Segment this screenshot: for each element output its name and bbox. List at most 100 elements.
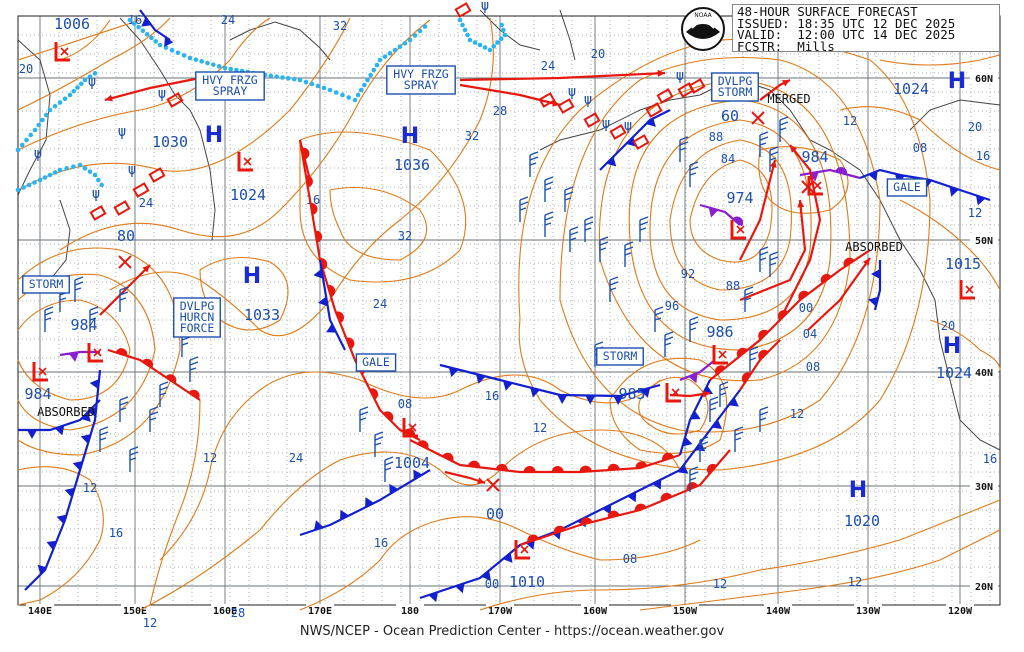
spray-box bbox=[538, 92, 556, 108]
spray-box bbox=[132, 182, 150, 198]
lat-label: 40N bbox=[975, 368, 993, 379]
lon-label-bg bbox=[854, 604, 882, 616]
high-pressure-value: 1020 bbox=[844, 512, 880, 530]
front-symbol bbox=[758, 349, 769, 361]
low-pressure-value: 984 bbox=[801, 148, 828, 166]
isobar-line bbox=[929, 319, 1001, 371]
lon-label-bg bbox=[121, 604, 149, 616]
front-symbol bbox=[798, 290, 810, 301]
front-symbol bbox=[413, 469, 423, 480]
isobar-line bbox=[638, 376, 709, 435]
low-pressure-value: 1010 bbox=[509, 573, 545, 591]
front-symbol bbox=[678, 464, 689, 474]
front-symbol bbox=[164, 36, 174, 47]
ice-dot bbox=[92, 172, 98, 178]
isobar-line bbox=[17, 466, 104, 606]
wind-barb bbox=[584, 216, 594, 242]
isobar-label: 00 bbox=[485, 577, 499, 591]
wind-barb bbox=[519, 196, 529, 222]
warning-hvy-frzg-spray-2 bbox=[386, 65, 456, 95]
ice-accretion-icon: ψ bbox=[128, 162, 136, 178]
lon-label: 170E bbox=[308, 606, 332, 617]
spray-box bbox=[656, 88, 674, 104]
isobar-label: 16 bbox=[485, 389, 499, 403]
isobar-label: 16 bbox=[976, 149, 990, 163]
front-symbol bbox=[455, 583, 465, 594]
front-symbol bbox=[346, 337, 355, 350]
ice-dot bbox=[303, 79, 309, 85]
isobar-line bbox=[17, 299, 131, 401]
ice-dot bbox=[96, 177, 101, 183]
wind-barb bbox=[159, 381, 169, 407]
warning-text: DVLPG bbox=[718, 74, 753, 88]
lon-label-bg bbox=[306, 604, 334, 616]
isobar-line bbox=[329, 187, 428, 261]
front-symbol bbox=[89, 378, 100, 389]
wind-barb bbox=[119, 396, 129, 422]
arrow-974 bbox=[739, 159, 777, 261]
isobar-label: 24 bbox=[221, 13, 235, 27]
wind-barb bbox=[74, 276, 84, 302]
isobar-line bbox=[899, 199, 1001, 291]
warning-hvy-frzg-spray-1 bbox=[195, 71, 265, 101]
lon-label: 130W bbox=[856, 606, 881, 617]
warning-text: SPRAY bbox=[404, 78, 439, 92]
warning-text: STORM bbox=[718, 85, 753, 99]
isobar-label: 12 bbox=[848, 575, 862, 589]
isobar-label: 24 bbox=[139, 196, 153, 210]
isobar-label: 88 bbox=[726, 279, 740, 293]
ice-dot bbox=[15, 147, 21, 153]
arrow-absorbed bbox=[807, 257, 871, 331]
ice-dot bbox=[268, 73, 274, 79]
isobar-label: 92 bbox=[681, 267, 695, 281]
front-symbol bbox=[335, 311, 345, 324]
ice-dot bbox=[67, 92, 73, 98]
warning-text: GALE bbox=[362, 355, 390, 369]
front-symbol bbox=[27, 430, 37, 439]
ice-accretion-icon: ψ bbox=[118, 124, 126, 140]
isobar-label: 04 bbox=[803, 327, 817, 341]
front-symbol bbox=[115, 348, 128, 356]
front-symbol bbox=[365, 497, 375, 508]
front-symbol bbox=[327, 284, 336, 297]
wind-barb bbox=[44, 306, 54, 332]
wind-barbs bbox=[44, 116, 789, 492]
front-symbol bbox=[54, 425, 65, 436]
spray-box bbox=[688, 78, 706, 94]
front-symbol bbox=[468, 460, 481, 468]
front-symbol bbox=[640, 387, 651, 398]
ice-dot bbox=[24, 137, 29, 143]
arrow-head bbox=[790, 145, 798, 153]
wind-barb bbox=[699, 436, 709, 462]
warning-gale-e bbox=[886, 178, 928, 197]
front-symbol bbox=[652, 479, 662, 490]
low-pressure-value: 984 bbox=[24, 385, 51, 403]
front-symbol bbox=[68, 352, 79, 362]
ice-dot bbox=[371, 67, 377, 73]
ice-dot bbox=[274, 74, 279, 79]
ice-dot bbox=[82, 166, 88, 171]
ice-dot bbox=[99, 182, 104, 188]
isobar-label: 32 bbox=[398, 229, 412, 243]
ice-dot bbox=[465, 32, 470, 38]
ice-dot bbox=[43, 112, 49, 118]
ice-dot bbox=[477, 42, 483, 48]
front-symbol bbox=[340, 509, 349, 520]
lon-label: 160W bbox=[583, 606, 608, 617]
high-center-h1033: H bbox=[243, 264, 261, 289]
front-symbol bbox=[975, 195, 986, 206]
front-symbol bbox=[711, 419, 723, 429]
ice-dot bbox=[365, 77, 370, 83]
high-center-h1030: H bbox=[205, 123, 223, 148]
isobar-line bbox=[17, 19, 141, 61]
major-grid bbox=[18, 16, 1000, 605]
isobar-line bbox=[59, 19, 431, 251]
front-symbol bbox=[871, 269, 880, 279]
front-symbol bbox=[626, 136, 637, 147]
isobar-label: 12 bbox=[83, 481, 97, 495]
warning-text: FORCE bbox=[180, 321, 215, 335]
arrow-986 bbox=[739, 199, 807, 302]
wind-barb bbox=[744, 286, 754, 312]
lon-label: 140W bbox=[766, 606, 791, 617]
isobar-line bbox=[17, 17, 271, 151]
